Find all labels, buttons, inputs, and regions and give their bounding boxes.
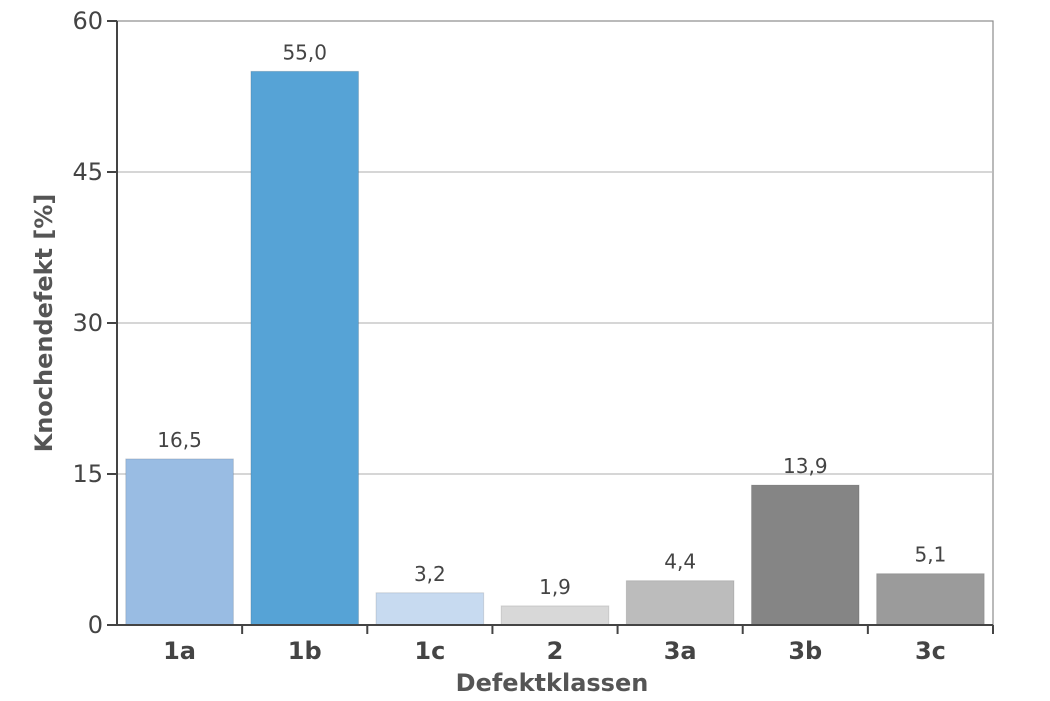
bar-2 [500,605,610,626]
y-tick-label: 15 [72,460,103,488]
value-label-1b: 55,0 [282,40,327,64]
bar-1c [375,592,485,626]
x-tick-label-1b: 1b [288,637,322,665]
value-label-3a: 4,4 [664,550,696,574]
value-label-3b: 13,9 [783,454,828,478]
x-tick-label-1a: 1a [163,637,196,665]
x-tick-label-3a: 3a [664,637,697,665]
bar-3c [876,573,985,626]
value-label-3c: 5,1 [915,543,947,567]
bar-3b [750,484,860,626]
x-axis-ticks: 1a 1b 1c 2 3a 3b 3c [163,625,994,665]
value-label-1c: 3,2 [414,562,446,586]
x-tick-label-1c: 1c [414,637,445,665]
value-label-1a: 16,5 [157,428,202,452]
value-labels: 16,5 55,0 3,2 1,9 4,4 13,9 5,1 [157,40,946,599]
value-label-2: 1,9 [539,575,571,599]
bars [125,70,985,626]
x-axis-title: Defektklassen [456,669,649,697]
grid-lines [117,171,993,475]
y-tick-label: 45 [72,158,103,186]
bar-1a [125,458,234,626]
y-tick-label: 30 [72,309,103,337]
y-axis-title: Knochendefekt [%] [30,194,58,453]
bar-3a [625,580,735,626]
x-tick-label-3c: 3c [915,637,946,665]
x-tick-label-2: 2 [547,637,564,665]
y-tick-label: 0 [88,611,103,639]
y-tick-label: 60 [72,7,103,35]
y-axis-ticks: 0 15 30 45 60 [72,7,117,639]
bar-1b [250,70,360,626]
x-tick-label-3b: 3b [788,637,822,665]
